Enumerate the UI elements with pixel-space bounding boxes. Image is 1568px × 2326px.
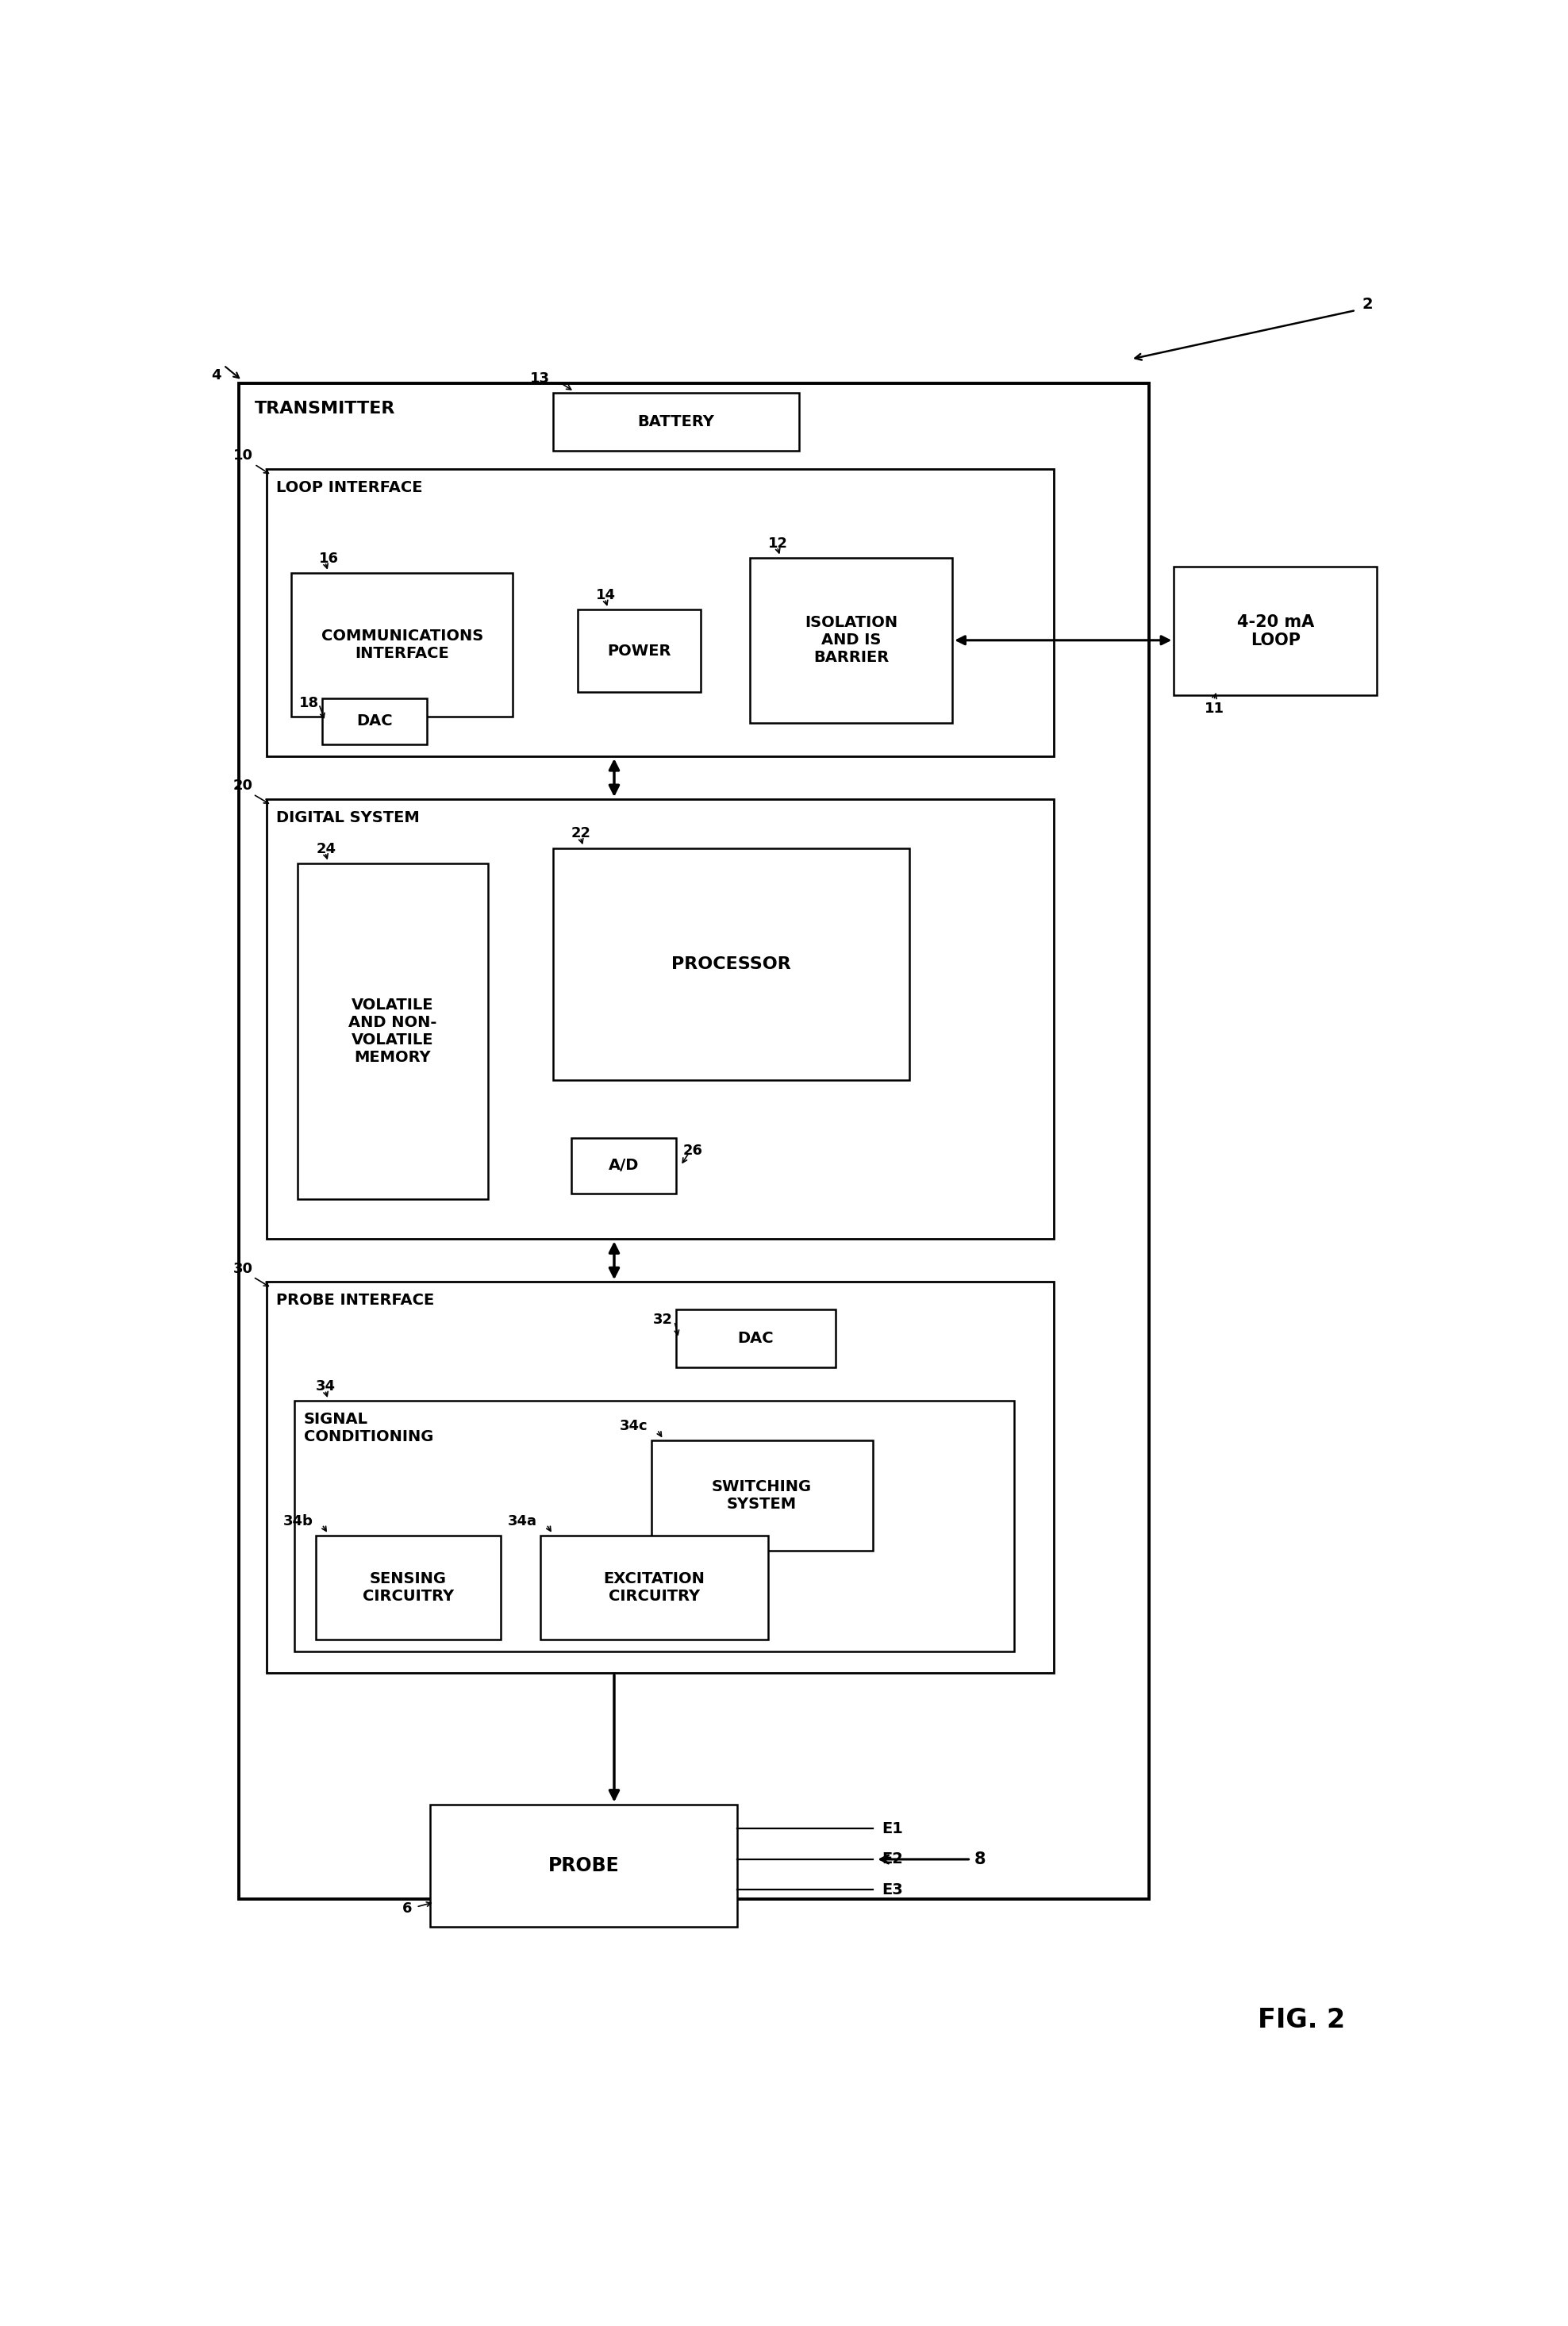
Bar bbox=[267, 470, 1054, 756]
Text: 24: 24 bbox=[315, 842, 336, 856]
Text: 12: 12 bbox=[768, 537, 787, 551]
Text: POWER: POWER bbox=[607, 644, 671, 658]
Bar bbox=[267, 1282, 1054, 1672]
Text: TRANSMITTER: TRANSMITTER bbox=[254, 400, 395, 416]
Text: SWITCHING
SYSTEM: SWITCHING SYSTEM bbox=[712, 1479, 812, 1512]
Text: 20: 20 bbox=[234, 779, 252, 793]
Bar bbox=[267, 800, 1054, 1240]
Text: E3: E3 bbox=[881, 1882, 903, 1898]
Bar bbox=[676, 1310, 836, 1368]
Text: E1: E1 bbox=[881, 1821, 903, 1835]
Text: 34c: 34c bbox=[619, 1419, 648, 1433]
Text: 26: 26 bbox=[684, 1144, 702, 1158]
Bar bbox=[651, 1440, 872, 1551]
Bar bbox=[750, 558, 952, 723]
Text: 30: 30 bbox=[234, 1261, 252, 1275]
Text: E2: E2 bbox=[881, 1851, 903, 1868]
Text: EXCITATION
CIRCUITRY: EXCITATION CIRCUITRY bbox=[604, 1570, 706, 1603]
Text: 13: 13 bbox=[530, 372, 550, 386]
Bar bbox=[541, 1535, 768, 1640]
Text: FIG. 2: FIG. 2 bbox=[1258, 2007, 1345, 2033]
Text: 4-20 mA
LOOP: 4-20 mA LOOP bbox=[1237, 614, 1314, 649]
Text: 22: 22 bbox=[571, 826, 591, 840]
Text: 34: 34 bbox=[315, 1379, 336, 1393]
Text: SENSING
CIRCUITRY: SENSING CIRCUITRY bbox=[362, 1570, 453, 1603]
Text: DAC: DAC bbox=[737, 1330, 773, 1347]
Text: 34b: 34b bbox=[282, 1514, 314, 1528]
Text: 8: 8 bbox=[974, 1851, 985, 1868]
Bar bbox=[552, 849, 909, 1079]
Text: 11: 11 bbox=[1204, 702, 1225, 716]
Text: BATTERY: BATTERY bbox=[637, 414, 713, 430]
Bar bbox=[321, 698, 426, 744]
Text: COMMUNICATIONS
INTERFACE: COMMUNICATIONS INTERFACE bbox=[321, 628, 483, 661]
Bar bbox=[292, 572, 513, 716]
Text: 14: 14 bbox=[596, 588, 616, 602]
Text: 16: 16 bbox=[318, 551, 339, 565]
Text: A/D: A/D bbox=[608, 1158, 638, 1172]
Bar bbox=[298, 863, 488, 1200]
Bar bbox=[295, 1400, 1014, 1651]
Bar bbox=[571, 1137, 676, 1193]
Text: 18: 18 bbox=[299, 695, 318, 709]
Bar bbox=[315, 1535, 500, 1640]
Text: PROCESSOR: PROCESSOR bbox=[671, 956, 790, 972]
Text: DAC: DAC bbox=[356, 714, 392, 728]
Text: PROBE: PROBE bbox=[547, 1856, 619, 1875]
Text: 6: 6 bbox=[401, 1900, 412, 1914]
Text: 32: 32 bbox=[652, 1312, 673, 1328]
Text: SIGNAL
CONDITIONING: SIGNAL CONDITIONING bbox=[304, 1412, 433, 1444]
Bar bbox=[1174, 568, 1377, 695]
Text: VOLATILE
AND NON-
VOLATILE
MEMORY: VOLATILE AND NON- VOLATILE MEMORY bbox=[348, 998, 437, 1065]
Text: DIGITAL SYSTEM: DIGITAL SYSTEM bbox=[276, 809, 419, 826]
Text: 34a: 34a bbox=[508, 1514, 538, 1528]
Text: 10: 10 bbox=[234, 449, 252, 463]
Bar bbox=[552, 393, 798, 451]
Text: ISOLATION
AND IS
BARRIER: ISOLATION AND IS BARRIER bbox=[804, 616, 897, 665]
Text: 2: 2 bbox=[1363, 298, 1374, 312]
Text: PROBE INTERFACE: PROBE INTERFACE bbox=[276, 1293, 434, 1307]
Bar bbox=[577, 609, 701, 693]
Text: 4: 4 bbox=[212, 368, 221, 381]
Bar bbox=[430, 1805, 737, 1926]
Bar bbox=[238, 384, 1149, 1898]
Text: LOOP INTERFACE: LOOP INTERFACE bbox=[276, 479, 422, 495]
